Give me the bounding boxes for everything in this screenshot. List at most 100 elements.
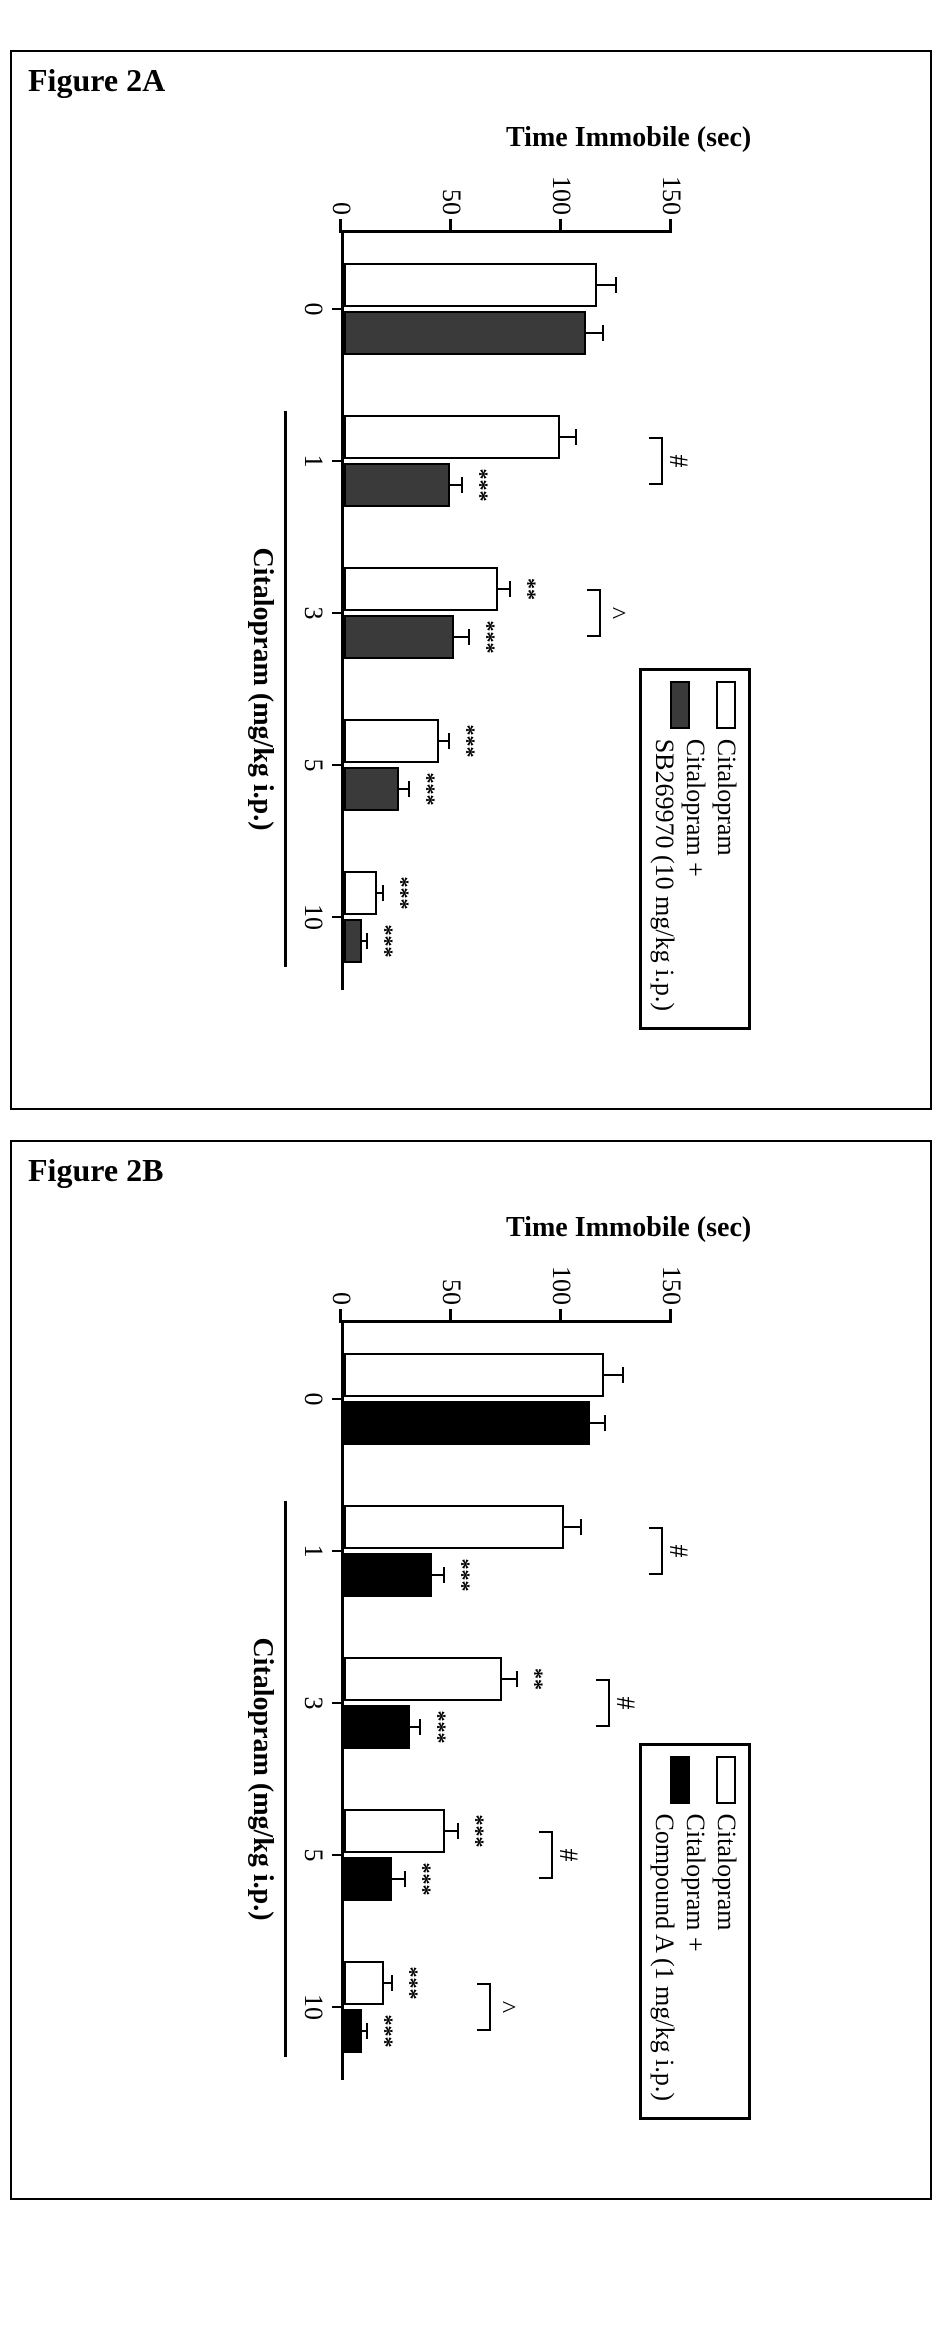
bar: *** xyxy=(344,463,450,507)
figure-2a-chart: Citalopram Citalopram + SB269970 (10 mg/… xyxy=(211,90,731,1070)
y-tick-label: 50 xyxy=(436,151,466,215)
bar: *** xyxy=(344,767,399,811)
y-tick-label: 0 xyxy=(326,1241,356,1305)
figure-2a-panel: Figure 2A Citalopram Citalopram + SB2699… xyxy=(10,50,932,1110)
y-tick xyxy=(449,219,452,233)
y-tick-label: 150 xyxy=(656,151,686,215)
x-tick xyxy=(332,1550,344,1552)
x-tick xyxy=(332,612,344,614)
bracket-label: ^ xyxy=(491,2001,521,2013)
significance-marker: *** xyxy=(410,1863,436,1896)
legend-label-line2: SB269970 (10 mg/kg i.p.) xyxy=(648,739,679,1011)
significance-marker: *** xyxy=(372,2015,398,2048)
y-tick-label: 100 xyxy=(546,151,576,215)
bracket-label: ^ xyxy=(601,607,631,619)
bar xyxy=(344,1353,604,1397)
error-bar xyxy=(562,1526,582,1528)
error-bar xyxy=(430,1574,445,1576)
figure-2b-panel: Figure 2B Citalopram Citalopram + Compou… xyxy=(10,1140,932,2200)
legend-item-citalopram-sb: Citalopram + SB269970 (10 mg/kg i.p.) xyxy=(648,681,710,1011)
significance-marker: *** xyxy=(414,773,440,806)
x-tick-label: 0 xyxy=(298,303,328,316)
x-axis-rule xyxy=(284,411,287,967)
y-tick xyxy=(669,219,672,233)
significance-marker: ** xyxy=(515,578,541,600)
error-bar xyxy=(595,284,617,286)
bar xyxy=(344,263,597,307)
legend-label: Citalopram xyxy=(711,1814,742,1931)
bracket-label: # xyxy=(663,1545,693,1558)
y-tick xyxy=(559,219,562,233)
x-tick xyxy=(332,1702,344,1704)
bar: *** xyxy=(344,2009,362,2053)
significance-marker: *** xyxy=(467,469,493,502)
y-tick xyxy=(339,1309,342,1323)
error-bar xyxy=(452,636,470,638)
bar: ** xyxy=(344,1657,502,1701)
bar: *** xyxy=(344,871,377,915)
x-tick xyxy=(332,308,344,310)
bracket-label: # xyxy=(553,1849,583,1862)
x-tick-label: 1 xyxy=(298,1545,328,1558)
significance-marker: *** xyxy=(425,1711,451,1744)
error-bar xyxy=(584,332,604,334)
figure-2a-plot: Citalopram (mg/kg i.p.) 0501001500***1**… xyxy=(341,230,671,990)
significance-marker: *** xyxy=(449,1559,475,1592)
bar: *** xyxy=(344,1961,384,2005)
x-tick-label: 1 xyxy=(298,455,328,468)
comparison-bracket xyxy=(649,1527,663,1575)
error-bar xyxy=(602,1374,624,1376)
bar xyxy=(344,1401,590,1445)
comparison-bracket xyxy=(477,1983,491,2031)
legend-swatch-black xyxy=(670,1756,690,1804)
figure-2b-plot: Citalopram (mg/kg i.p.) 0501001500***1**… xyxy=(341,1320,671,2080)
comparison-bracket xyxy=(649,437,663,485)
legend-item-citalopram: Citalopram xyxy=(711,1756,742,2101)
significance-marker: *** xyxy=(454,725,480,758)
bar: *** xyxy=(344,719,439,763)
x-tick-label: 10 xyxy=(298,1994,328,2020)
error-bar xyxy=(588,1422,606,1424)
x-tick-label: 5 xyxy=(298,759,328,772)
error-bar xyxy=(360,940,369,942)
y-tick-label: 0 xyxy=(326,151,356,215)
figure-2b-legend: Citalopram Citalopram + Compound A (1 mg… xyxy=(639,1743,751,2120)
error-bar xyxy=(397,788,410,790)
x-axis-title: Citalopram (mg/kg i.p.) xyxy=(246,547,278,830)
error-bar xyxy=(408,1726,421,1728)
error-bar xyxy=(382,1982,393,1984)
legend-item-citalopram-compound-a: Citalopram + Compound A (1 mg/kg i.p.) xyxy=(648,1756,710,2101)
x-tick xyxy=(332,764,344,766)
legend-swatch-dark xyxy=(670,681,690,729)
error-bar xyxy=(500,1678,518,1680)
error-bar xyxy=(448,484,463,486)
error-bar xyxy=(558,436,578,438)
comparison-bracket xyxy=(539,1831,553,1879)
bar: *** xyxy=(344,1553,432,1597)
bar: *** xyxy=(344,1705,410,1749)
y-axis-title: Time Immobile (sec) xyxy=(506,122,751,154)
significance-marker: *** xyxy=(463,1815,489,1848)
error-bar xyxy=(496,588,511,590)
x-tick xyxy=(332,916,344,918)
bracket-label: # xyxy=(610,1697,640,1710)
bar: ** xyxy=(344,567,498,611)
bar xyxy=(344,1505,564,1549)
comparison-bracket xyxy=(596,1679,610,1727)
x-tick xyxy=(332,1398,344,1400)
significance-marker: *** xyxy=(474,621,500,654)
legend-swatch-hollow xyxy=(716,1756,736,1804)
y-tick xyxy=(339,219,342,233)
x-tick-label: 3 xyxy=(298,607,328,620)
significance-marker: *** xyxy=(397,1967,423,2000)
x-tick-label: 0 xyxy=(298,1393,328,1406)
bar: *** xyxy=(344,1809,445,1853)
x-tick xyxy=(332,460,344,462)
bar xyxy=(344,415,560,459)
y-tick-label: 50 xyxy=(436,1241,466,1305)
error-bar xyxy=(443,1830,458,1832)
significance-marker: *** xyxy=(372,925,398,958)
y-tick-label: 150 xyxy=(656,1241,686,1305)
bar: *** xyxy=(344,1857,392,1901)
x-tick xyxy=(332,2006,344,2008)
